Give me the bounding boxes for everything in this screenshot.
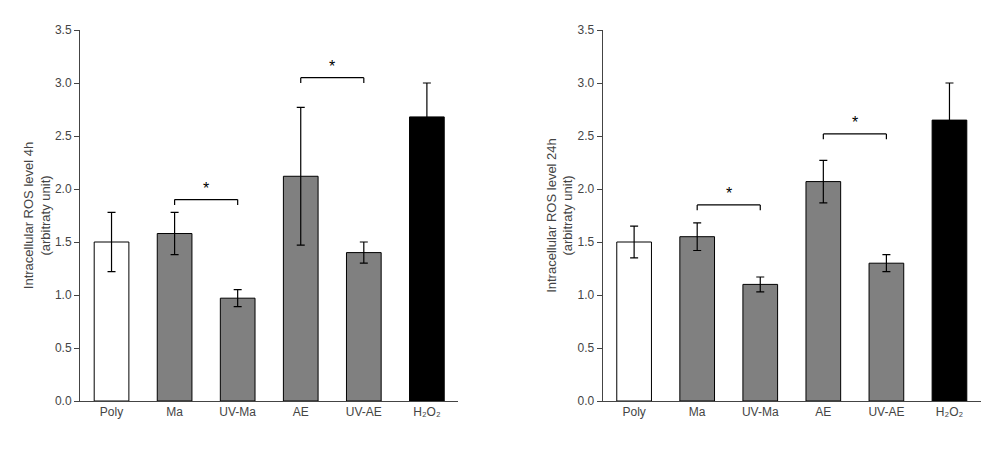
svg-text:*: * [852,114,858,131]
svg-text:Poly: Poly [100,405,123,419]
svg-text:H₂O₂: H₂O₂ [413,405,441,419]
svg-text:2.0: 2.0 [55,182,72,196]
svg-text:AE: AE [293,405,309,419]
svg-text:0.0: 0.0 [55,394,72,408]
svg-text:2.0: 2.0 [577,182,594,196]
svg-text:*: * [329,58,335,75]
svg-text:Ma: Ma [166,405,183,419]
svg-text:3.5: 3.5 [55,23,72,37]
svg-text:0.5: 0.5 [55,341,72,355]
svg-text:3.5: 3.5 [577,23,594,37]
svg-text:2.5: 2.5 [577,129,594,143]
svg-text:Intracellular ROS level 24h(ar: Intracellular ROS level 24h(arbitraty un… [544,138,576,293]
svg-text:H₂O₂: H₂O₂ [936,405,964,419]
svg-text:UV-AE: UV-AE [346,405,382,419]
svg-text:Poly: Poly [622,405,645,419]
svg-text:Intracellular ROS level 4h(arb: Intracellular ROS level 4h(arbitraty uni… [21,142,53,289]
svg-text:2.5: 2.5 [55,129,72,143]
svg-text:*: * [203,180,209,197]
svg-text:*: * [726,185,732,202]
svg-text:1.5: 1.5 [55,235,72,249]
svg-text:0.5: 0.5 [577,341,594,355]
svg-text:UV-Ma: UV-Ma [219,405,256,419]
svg-text:1.0: 1.0 [577,288,594,302]
svg-text:3.0: 3.0 [577,76,594,90]
svg-text:1.5: 1.5 [577,235,594,249]
svg-text:UV-AE: UV-AE [868,405,904,419]
svg-text:0.0: 0.0 [577,394,594,408]
svg-text:AE: AE [815,405,831,419]
svg-text:1.0: 1.0 [55,288,72,302]
svg-text:3.0: 3.0 [55,76,72,90]
svg-text:UV-Ma: UV-Ma [742,405,779,419]
svg-text:Ma: Ma [689,405,706,419]
